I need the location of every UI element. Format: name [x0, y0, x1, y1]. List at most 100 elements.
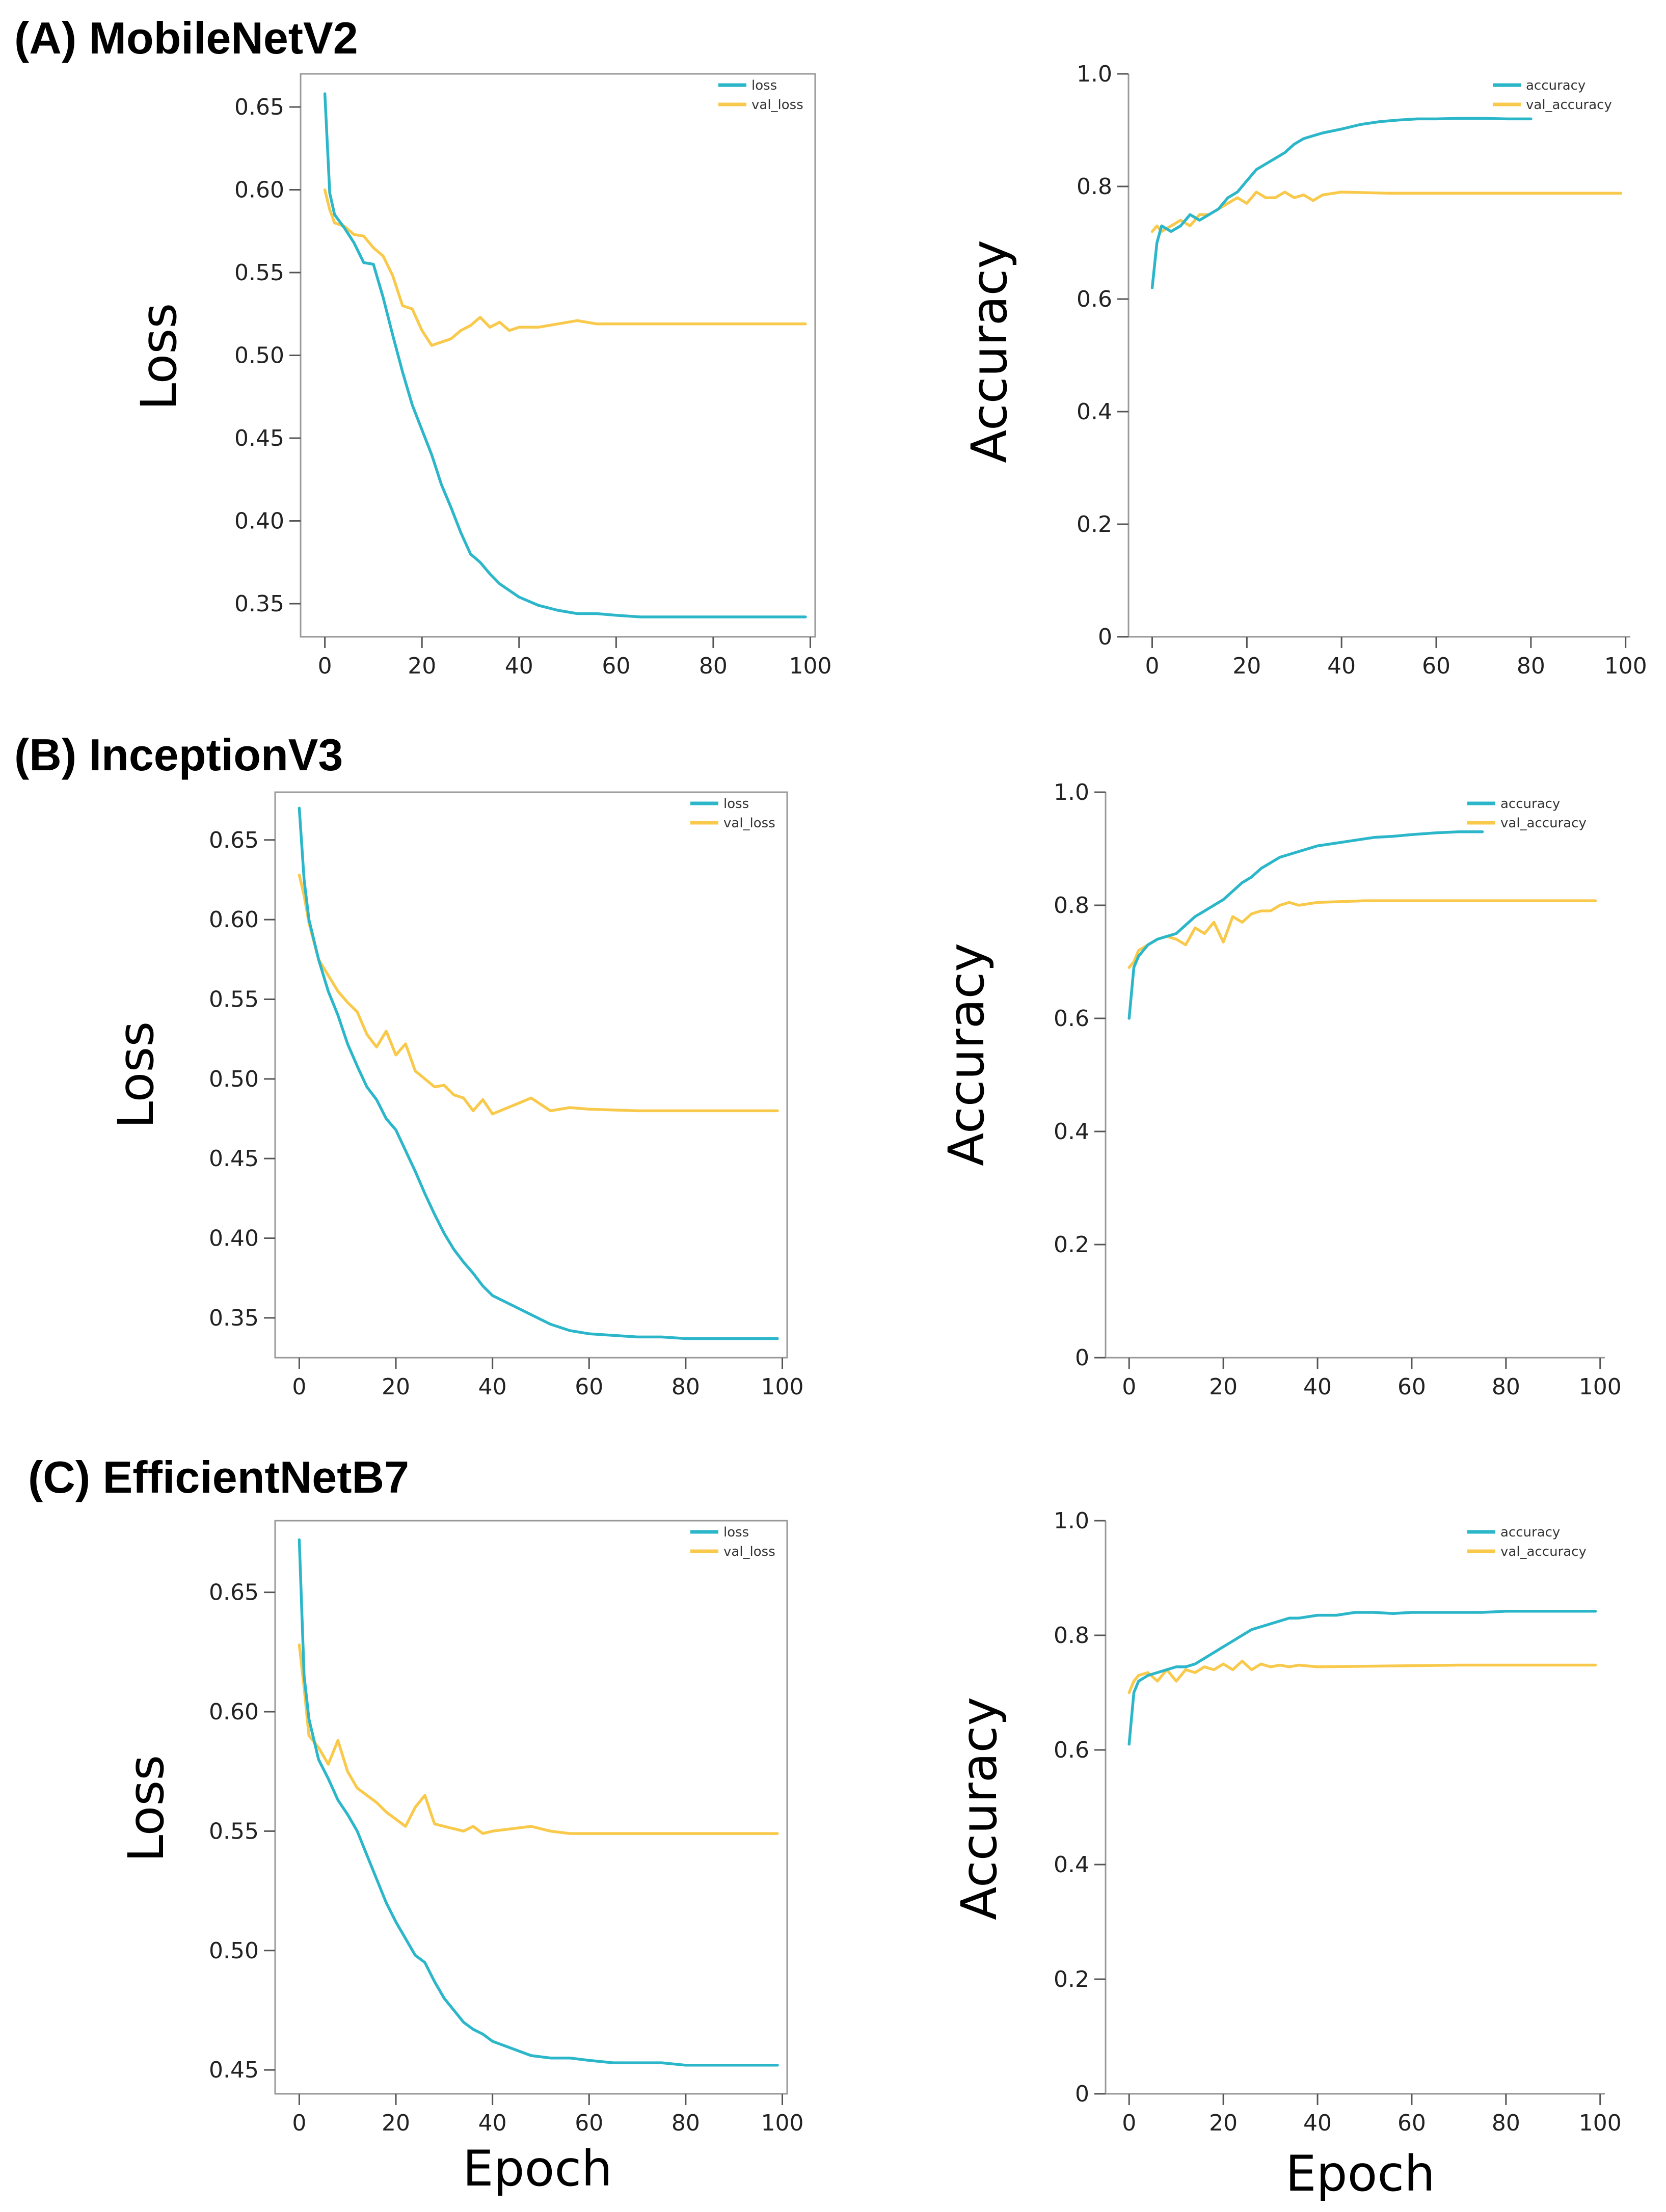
series-line-loss	[298, 806, 779, 1340]
x-tick-label: 80	[1492, 2110, 1520, 2136]
y-tick-label: 0.50	[209, 1938, 259, 1964]
y-tick-label: 0.45	[209, 2057, 259, 2083]
x-tick-label: 100	[1604, 653, 1647, 679]
y-tick-label: 0	[1075, 2081, 1089, 2107]
panel-title-b: (B) InceptionV3	[14, 730, 343, 780]
x-tick-label: 60	[575, 1374, 603, 1400]
x-tick-label: 60	[1398, 2110, 1426, 2136]
y-tick-label: 0.4	[1054, 1852, 1089, 1878]
y-tick-label: 0.6	[1054, 1006, 1089, 1032]
x-tick-label: 20	[382, 1374, 410, 1400]
y-tick-label: 0.55	[234, 260, 284, 286]
chart-a-accuracy: 0 0.2 0.4 0.6 0.8 1.0 0 20 40 60 80 100 Accuracy accu…	[961, 61, 1647, 679]
y-tick-label: 0.55	[209, 986, 259, 1012]
y-axis-title: Loss	[108, 1021, 165, 1129]
legend-label: val_loss	[723, 816, 775, 831]
y-tick-label: 0	[1098, 624, 1112, 650]
x-tick-label: 40	[1303, 2110, 1332, 2136]
series-line-val-accuracy	[1127, 1659, 1597, 1694]
y-tick-label: 0	[1075, 1345, 1089, 1371]
y-tick-label: 0.45	[234, 425, 284, 451]
x-tick-label: 0	[292, 2110, 306, 2136]
y-tick-label: 0.65	[234, 94, 284, 120]
y-tick-label: 0.2	[1054, 1966, 1089, 1992]
legend-label: loss	[723, 796, 749, 812]
y-tick-label: 0.35	[234, 591, 284, 617]
legend-label: val_loss	[751, 97, 803, 113]
y-tick-label: 0.35	[209, 1305, 259, 1331]
chart-c-loss: 0.45 0.50 0.55 0.60 0.65 0 20 40 60 80 100 Loss loss…	[118, 1520, 804, 2136]
y-axis-title: Accuracy	[938, 943, 995, 1166]
x-tick-label: 80	[1517, 653, 1545, 679]
chart-a-loss: 0.35 0.40 0.45 0.50 0.55 0.60 0.65 0 20 40 60 80 100…	[130, 73, 831, 679]
y-tick-label: 0.55	[209, 1818, 259, 1844]
chart-b-accuracy: 0 0.2 0.4 0.6 0.8 1.0 0 20 40 60 80 100 Accuracy accu…	[938, 779, 1622, 1400]
plot-frame	[274, 791, 788, 1359]
chart-b-loss: 0.35 0.40 0.45 0.50 0.55 0.60 0.65 0 20 40 60 80 100…	[108, 791, 804, 1400]
y-tick-label: 0.6	[1077, 286, 1112, 312]
legend-label: accuracy	[1500, 1525, 1560, 1540]
y-tick-label: 0.8	[1054, 893, 1089, 919]
y-tick-label: 0.40	[234, 508, 284, 534]
legend-label: val_accuracy	[1500, 816, 1587, 831]
y-tick-label: 0.60	[209, 907, 259, 933]
x-axis-title-epoch-left: Epoch	[463, 2140, 612, 2197]
series-line-loss	[323, 92, 807, 618]
y-tick-label: 0.60	[209, 1699, 259, 1725]
y-tick-label: 1.0	[1054, 779, 1089, 805]
legend-label: loss	[723, 1525, 749, 1540]
x-tick-label: 0	[292, 1374, 306, 1400]
y-tick-label: 0.4	[1077, 399, 1112, 425]
x-tick-label: 100	[1579, 2110, 1622, 2136]
x-tick-label: 60	[1422, 653, 1450, 679]
x-tick-label: 60	[1398, 1374, 1426, 1400]
y-tick-label: 0.65	[209, 1580, 259, 1606]
x-tick-label: 60	[602, 653, 630, 679]
x-tick-label: 40	[505, 653, 533, 679]
y-tick-label: 0.8	[1054, 1623, 1089, 1649]
legend-label: loss	[751, 78, 777, 93]
y-axis-title: Loss	[130, 303, 187, 411]
y-tick-label: 0.65	[209, 827, 259, 853]
x-tick-label: 40	[1327, 653, 1356, 679]
x-tick-label: 20	[382, 2110, 410, 2136]
y-axis-title: Loss	[118, 1755, 175, 1863]
y-tick-label: 0.2	[1054, 1232, 1089, 1258]
y-axis-title: Accuracy	[951, 1697, 1008, 1920]
y-tick-label: 0.45	[209, 1146, 259, 1172]
x-tick-label: 80	[671, 1374, 700, 1400]
y-tick-label: 0.2	[1077, 511, 1112, 537]
x-tick-label: 100	[789, 653, 831, 679]
x-tick-label: 100	[761, 2110, 804, 2136]
y-tick-label: 0.50	[234, 343, 284, 369]
x-axis-title-epoch-right: Epoch	[1285, 2145, 1435, 2202]
series-line-accuracy	[1150, 117, 1533, 289]
x-tick-label: 100	[1579, 1374, 1622, 1400]
y-axis-title: Accuracy	[961, 240, 1018, 463]
x-tick-label: 20	[408, 653, 436, 679]
x-tick-label: 20	[1232, 653, 1261, 679]
x-tick-label: 100	[761, 1374, 804, 1400]
x-tick-label: 0	[1122, 2110, 1136, 2136]
legend-label: accuracy	[1526, 78, 1586, 93]
series-line-val-loss	[298, 873, 779, 1116]
x-tick-label: 80	[699, 653, 728, 679]
x-tick-label: 60	[575, 2110, 603, 2136]
series-line-val-loss	[298, 1643, 779, 1835]
x-tick-label: 20	[1209, 2110, 1238, 2136]
y-tick-label: 0.4	[1054, 1119, 1089, 1145]
legend-label: val_accuracy	[1500, 1544, 1587, 1559]
x-tick-label: 80	[1492, 1374, 1520, 1400]
series-line-accuracy	[1127, 830, 1484, 1020]
x-tick-label: 0	[1122, 1374, 1136, 1400]
legend-label: accuracy	[1500, 796, 1560, 812]
y-tick-label: 0.60	[234, 177, 284, 203]
y-tick-label: 0.8	[1077, 174, 1112, 200]
panel-title-c: (C) EfficientNetB7	[28, 1452, 409, 1502]
legend-label: val_loss	[723, 1544, 775, 1559]
series-line-accuracy	[1127, 1610, 1597, 1746]
x-tick-label: 80	[671, 2110, 700, 2136]
x-tick-label: 40	[478, 1374, 507, 1400]
x-tick-label: 40	[478, 2110, 507, 2136]
